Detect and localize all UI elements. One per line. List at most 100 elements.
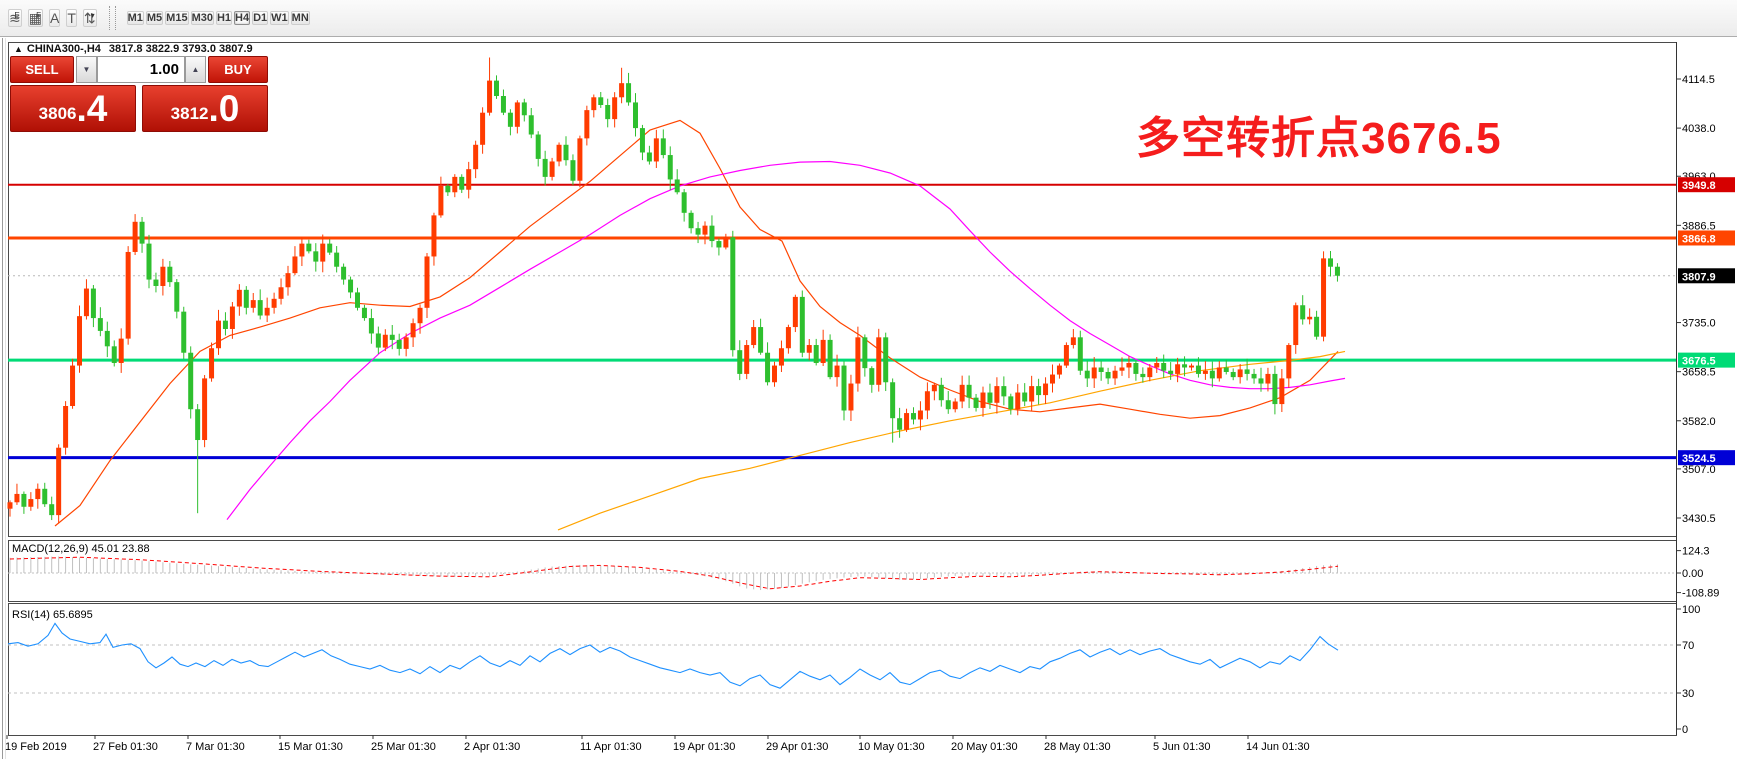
candle	[500, 96, 506, 113]
sell-price-int: 3806	[38, 103, 77, 123]
candle	[264, 307, 270, 316]
candle	[556, 144, 562, 162]
candle	[688, 212, 694, 229]
cycle-symbols-icon[interactable]: ⇅ ▾	[82, 9, 97, 27]
volume-decrease-button[interactable]: ▼	[76, 56, 97, 83]
candle	[14, 493, 20, 503]
candle	[118, 338, 124, 364]
candle	[35, 488, 41, 500]
x-axis-label: 10 May 01:30	[858, 741, 925, 753]
timeframe-button-m1[interactable]: M1	[126, 11, 144, 25]
candle	[355, 292, 360, 308]
candle	[1216, 367, 1222, 379]
x-axis-label: 19 Feb 2019	[5, 741, 67, 753]
candle	[765, 352, 771, 383]
rsi-pane[interactable]: RSI(14) 65.6895	[7, 609, 1676, 694]
candle	[695, 228, 701, 235]
collapse-triangle-icon[interactable]: ▲	[14, 44, 23, 54]
candle	[646, 152, 652, 162]
timeframe-button-d1[interactable]: D1	[252, 11, 269, 25]
candle	[841, 365, 847, 411]
timeframe-button-m30[interactable]: M30	[190, 11, 214, 25]
candle	[292, 256, 298, 274]
candle	[49, 504, 55, 516]
buy-button[interactable]: BUY	[208, 56, 268, 83]
price-line-label-box	[1678, 268, 1735, 284]
text-a-icon[interactable]: A	[48, 9, 61, 27]
buy-price-button[interactable]: 3812.0	[142, 85, 268, 132]
text-label-icon-t[interactable]: T	[66, 9, 77, 27]
candle	[591, 97, 597, 111]
candle	[785, 327, 791, 349]
candle	[876, 337, 882, 385]
volume-input[interactable]	[97, 56, 185, 83]
candle	[132, 221, 138, 252]
candle	[306, 243, 312, 252]
candle	[236, 289, 242, 307]
candle	[1029, 386, 1035, 402]
candle	[702, 225, 708, 235]
toolbar-grip[interactable]	[108, 6, 116, 30]
candle	[229, 306, 235, 329]
candle	[438, 185, 444, 216]
timeframe-button-w1[interactable]: W1	[270, 11, 289, 25]
toolbar: ≋ E ▦ F A T ⇅ ▾ M1 M5 M15 M30 H1 H4 D1 W1 MN	[0, 0, 1737, 37]
price-pane[interactable]	[7, 57, 1677, 531]
candle	[216, 320, 221, 349]
candle	[904, 413, 910, 430]
candle	[1230, 371, 1236, 378]
price-axis[interactable]: 4114.54038.03963.03886.53735.03658.53582…	[1676, 42, 1735, 736]
candle	[938, 384, 944, 401]
candle	[97, 318, 103, 331]
candle	[952, 401, 958, 410]
timeframe-button-m5[interactable]: M5	[145, 11, 164, 25]
candle	[1126, 363, 1132, 368]
candle	[1043, 383, 1049, 396]
candle	[368, 318, 374, 334]
sell-button[interactable]: SELL	[10, 56, 74, 83]
candle	[327, 243, 333, 253]
candle	[1036, 386, 1042, 396]
macd-tick-label: 124.3	[1682, 546, 1710, 558]
candle	[243, 289, 249, 308]
chart-canvas[interactable]: MACD(12,26,9) 45.01 23.88 RSI(14) 65.6895…	[0, 38, 1737, 759]
candle	[584, 110, 590, 139]
candle	[417, 307, 423, 324]
candle	[820, 339, 826, 364]
candle	[973, 397, 979, 408]
candle	[674, 179, 680, 193]
candle	[1154, 363, 1160, 368]
volume-increase-button[interactable]: ▲	[185, 56, 206, 83]
candle	[70, 365, 76, 407]
grid-icon-f[interactable]: ▦ F	[27, 9, 43, 27]
candle	[1105, 371, 1111, 379]
draw-study-icon-e[interactable]: ≋ E	[8, 9, 22, 27]
candle	[1147, 367, 1153, 378]
candle	[799, 296, 805, 353]
macd-pane[interactable]: MACD(12,26,9) 45.01 23.88	[8, 543, 1676, 591]
ma-line-fast	[54, 119, 1339, 527]
candle	[195, 409, 201, 441]
candle	[980, 392, 986, 408]
timeframe-button-m15[interactable]: M15	[165, 11, 189, 25]
candle	[7, 502, 13, 509]
candle	[1272, 373, 1278, 405]
candle	[334, 252, 340, 267]
ohlc-values: 3817.8 3822.9 3793.0 3807.9	[108, 43, 253, 55]
candle	[1182, 364, 1188, 368]
candle	[577, 138, 583, 181]
time-axis[interactable]: 19 Feb 2019 27 Feb 01:30 7 Mar 01:30 15 Mar…	[5, 735, 1310, 753]
candle	[494, 80, 499, 97]
candle	[869, 368, 875, 385]
timeframe-button-mn[interactable]: MN	[290, 11, 310, 25]
timeframe-button-h4[interactable]: H4	[234, 11, 251, 25]
candle	[1063, 345, 1069, 366]
candle	[271, 298, 277, 308]
sell-price-button[interactable]: 3806.4	[10, 85, 136, 132]
candle	[410, 323, 416, 338]
candle	[778, 348, 784, 366]
candle	[375, 333, 381, 348]
candle	[570, 160, 576, 181]
timeframe-button-h1[interactable]: H1	[215, 11, 233, 25]
candle	[278, 287, 284, 299]
